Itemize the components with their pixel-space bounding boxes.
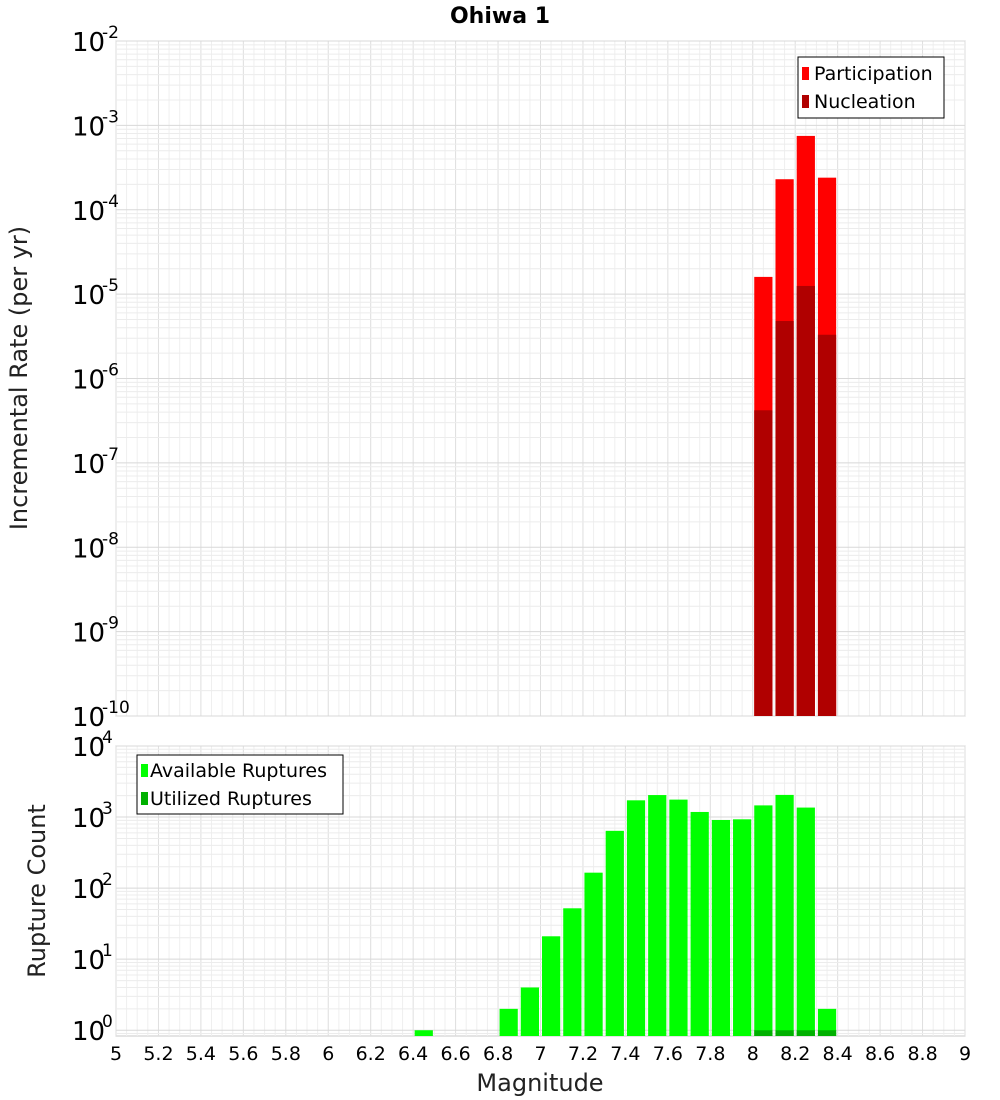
legend-label-nucleation: Nucleation	[814, 91, 916, 113]
bottom-y-axis-label: Rupture Count	[23, 804, 51, 978]
x-tick-label-7-6: 7.6	[653, 1043, 683, 1065]
bottom-y-tick-exponent-3: 3	[102, 799, 113, 819]
top-bar-nucleation-8.35	[817, 334, 837, 716]
bottom-bar-available-ruptures-7.95	[733, 819, 752, 1036]
bottom-y-tick-label-3: 10	[72, 804, 105, 834]
x-tick-label-5-2: 5.2	[143, 1043, 173, 1065]
bottom-legend: Available Ruptures Utilized Ruptures	[136, 754, 344, 815]
x-tick-label-8-4: 8.4	[823, 1043, 853, 1065]
top-y-tick-label--9: 10	[72, 619, 105, 649]
top-y-tick-label--4: 10	[72, 197, 105, 227]
legend-label-available-ruptures: Available Ruptures	[150, 760, 327, 782]
top-gridlines	[115, 40, 966, 717]
top-y-tick-exponent--7: -7	[102, 445, 119, 465]
bottom-bar-utilized-ruptures-8.15	[775, 1030, 794, 1036]
bottom-bar-available-ruptures-7.25	[584, 872, 603, 1036]
top-bar-nucleation-8.15	[775, 321, 794, 716]
bottom-bar-available-ruptures-7.35	[605, 830, 624, 1036]
bottom-bar-available-ruptures-7.65	[669, 799, 688, 1036]
bottom-bar-available-ruptures-8.25	[796, 807, 815, 1036]
x-tick-label-7-2: 7.2	[568, 1043, 598, 1065]
top-y-tick-exponent--8: -8	[102, 529, 119, 549]
legend-label-utilized-ruptures: Utilized Ruptures	[150, 788, 312, 810]
x-tick-label-5: 5	[110, 1043, 122, 1065]
x-tick-label-8-6: 8.6	[865, 1043, 895, 1065]
legend-swatch-participation	[802, 67, 809, 80]
bottom-legend-box	[136, 754, 344, 815]
bottom-bars	[414, 794, 837, 1036]
bottom-bar-available-ruptures-6.85	[499, 1008, 518, 1036]
bottom-y-tick-label-0: 10	[72, 1017, 105, 1047]
x-tick-label-7: 7	[534, 1043, 546, 1065]
top-bar-nucleation-8.05	[754, 410, 773, 716]
x-tick-label-6-2: 6.2	[356, 1043, 386, 1065]
bottom-y-tick-label-1: 10	[72, 946, 105, 976]
x-tick-label-9: 9	[959, 1043, 971, 1065]
bottom-bar-available-ruptures-8.15	[775, 794, 794, 1036]
bottom-bar-utilized-ruptures-8.35	[817, 1030, 837, 1036]
x-tick-label-6-8: 6.8	[483, 1043, 513, 1065]
x-tick-label-6: 6	[322, 1043, 334, 1065]
bottom-bar-available-ruptures-6.95	[520, 987, 539, 1036]
x-tick-label-6-6: 6.6	[440, 1043, 470, 1065]
bottom-y-tick-exponent-0: 0	[102, 1012, 113, 1032]
x-tick-label-5-6: 5.6	[228, 1043, 258, 1065]
top-y-axis-label: Incremental Rate (per yr)	[5, 226, 33, 530]
top-y-tick-exponent--9: -9	[102, 614, 119, 634]
bottom-bar-available-ruptures-7.55	[648, 795, 667, 1036]
top-y-tick-label--2: 10	[72, 28, 105, 58]
bottom-y-tick-label-2: 10	[72, 875, 105, 905]
bottom-bar-available-ruptures-7.75	[690, 811, 709, 1036]
top-bar-nucleation-8.25	[796, 285, 815, 716]
bottom-bar-available-ruptures-7.05	[542, 936, 561, 1036]
x-axis-label: Magnitude	[476, 1069, 603, 1097]
top-legend-box	[797, 56, 945, 119]
x-tick-label-5-4: 5.4	[186, 1043, 216, 1065]
bottom-bar-utilized-ruptures-8.25	[796, 1030, 815, 1036]
top-y-tick-label--3: 10	[72, 112, 105, 142]
bottom-y-tick-exponent-2: 2	[102, 870, 113, 890]
legend-swatch-nucleation	[802, 95, 809, 108]
x-tick-label-8-2: 8.2	[780, 1043, 810, 1065]
bottom-y-tick-exponent-1: 1	[102, 941, 113, 961]
bottom-bar-utilized-ruptures-8.05	[754, 1030, 773, 1036]
x-tick-label-8: 8	[747, 1043, 759, 1065]
legend-swatch-utilized-ruptures	[141, 792, 148, 805]
chart-title: Ohiwa 1	[450, 4, 550, 29]
x-tick-label-7-4: 7.4	[610, 1043, 640, 1065]
top-y-tick-exponent--10: -10	[102, 698, 130, 718]
x-tick-label-8-8: 8.8	[907, 1043, 937, 1065]
top-y-tick-label--7: 10	[72, 450, 105, 480]
bottom-bar-available-ruptures-7.85	[711, 819, 731, 1036]
bottom-y-tick-label-4: 10	[72, 733, 105, 763]
x-tick-label-7-8: 7.8	[695, 1043, 725, 1065]
bottom-bar-available-ruptures-6.45	[414, 1030, 433, 1036]
x-tick-labels: 5 5.2 5.4 5.6 5.8 6 6.2 6.4 6.6 6.8 7 7.2 7.4 7.6 7.8 8…	[110, 1043, 971, 1065]
legend-swatch-available-ruptures	[141, 764, 148, 777]
legend-label-participation: Participation	[814, 63, 933, 85]
bottom-y-tick-exponent-4: 4	[102, 728, 113, 748]
top-y-tick-exponent--3: -3	[102, 107, 119, 127]
x-tick-label-6-4: 6.4	[398, 1043, 428, 1065]
top-y-tick-label--6: 10	[72, 366, 105, 396]
top-y-tick-exponent--6: -6	[102, 361, 119, 381]
bottom-bar-available-ruptures-8.35	[817, 1008, 837, 1036]
bottom-bar-available-ruptures-7.45	[626, 800, 646, 1036]
top-y-tick-label--10: 10	[72, 703, 105, 733]
top-legend: Participation Nucleation	[797, 56, 945, 119]
top-y-tick-label--8: 10	[72, 534, 105, 564]
top-y-tick-label--5: 10	[72, 281, 105, 311]
bottom-bar-available-ruptures-8.05	[754, 805, 773, 1036]
x-tick-label-5-8: 5.8	[271, 1043, 301, 1065]
top-bars	[754, 135, 837, 717]
top-y-tick-exponent--2: -2	[102, 23, 119, 43]
top-y-tick-exponent--4: -4	[102, 192, 119, 212]
bottom-bar-available-ruptures-7.15	[563, 908, 582, 1036]
top-y-tick-exponent--5: -5	[102, 276, 119, 296]
